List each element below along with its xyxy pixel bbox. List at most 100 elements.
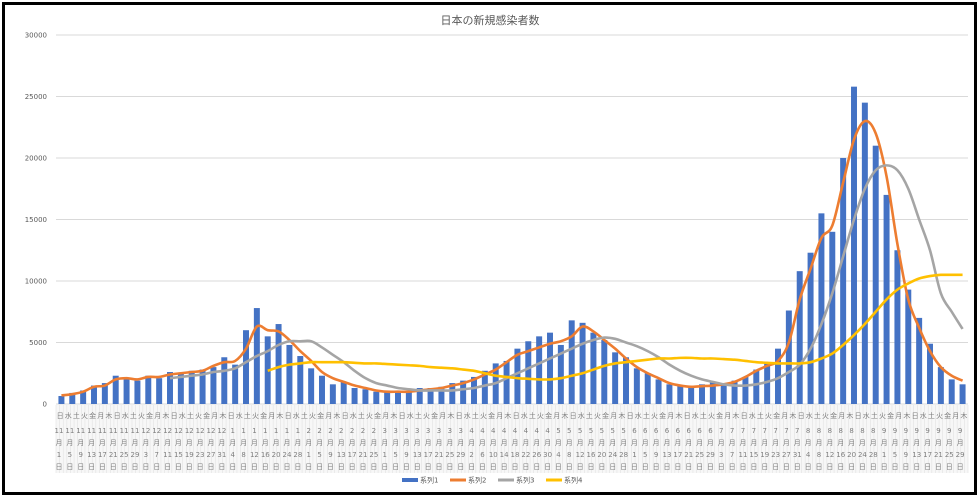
weekday-label: 土: [643, 411, 650, 420]
month-label: 8: [806, 427, 810, 435]
month-suffix: 月: [935, 439, 942, 447]
day-label: 17: [424, 451, 433, 459]
day-suffix: 日: [522, 463, 529, 471]
day-suffix: 日: [750, 463, 757, 471]
bar-系列1: [221, 357, 228, 404]
y-tick-label: 30000: [25, 32, 47, 40]
month-label: 4: [502, 427, 507, 435]
month-suffix: 月: [425, 439, 432, 447]
month-suffix: 月: [175, 439, 182, 447]
day-label: 17: [348, 451, 357, 459]
day-label: 19: [185, 451, 194, 459]
month-label: 4: [545, 427, 550, 435]
weekday-label: 日: [399, 412, 406, 420]
line-系列2: [61, 119, 964, 397]
bar-系列1: [547, 332, 553, 404]
month-label: 5: [600, 427, 604, 435]
bar-系列1: [156, 378, 163, 404]
month-label: 6: [686, 427, 691, 435]
day-suffix: 日: [620, 463, 627, 471]
day-label: 1: [632, 451, 636, 459]
bar-系列1: [91, 385, 97, 404]
day-label: 7: [154, 451, 158, 459]
bar-系列1: [796, 271, 803, 404]
month-label: 11: [65, 427, 74, 435]
month-label: 2: [361, 427, 365, 435]
month-label: 1: [263, 427, 267, 435]
bar-系列1: [894, 250, 901, 404]
weekday-label: 月: [154, 412, 161, 420]
month-label: 8: [849, 427, 853, 435]
day-suffix: 日: [240, 463, 247, 471]
day-label: 17: [923, 451, 932, 459]
weekday-label: 木: [561, 411, 568, 420]
month-suffix: 月: [848, 439, 855, 447]
bar-系列1: [525, 341, 532, 404]
day-suffix: 日: [392, 463, 399, 471]
bar-系列1: [177, 373, 184, 404]
day-label: 20: [847, 451, 856, 459]
bar-系列1: [905, 289, 912, 404]
day-label: 8: [241, 451, 245, 459]
weekday-label: 金: [146, 411, 153, 420]
month-label: 12: [174, 427, 183, 435]
month-suffix: 月: [218, 439, 225, 447]
weekday-label: 水: [635, 411, 642, 420]
bar-系列1: [764, 363, 771, 404]
weekday-label: 水: [236, 411, 243, 420]
month-suffix: 月: [674, 439, 681, 447]
day-suffix: 日: [740, 463, 747, 471]
day-label: 27: [782, 451, 791, 459]
month-label: 12: [196, 427, 205, 435]
month-label: 5: [621, 427, 625, 435]
bar-系列1: [514, 348, 521, 404]
month-label: 5: [556, 427, 560, 435]
day-label: 27: [207, 451, 216, 459]
bar-系列1: [58, 396, 65, 404]
day-suffix: 日: [870, 463, 877, 471]
bar-系列1: [199, 369, 206, 404]
bar-系列1: [123, 379, 130, 404]
month-label: 2: [372, 427, 376, 435]
weekday-label: 木: [276, 411, 283, 420]
day-suffix: 日: [197, 463, 204, 471]
weekday-label: 火: [651, 412, 658, 420]
day-label: 9: [904, 451, 908, 459]
bar-系列1: [373, 391, 380, 404]
weekday-label: 日: [171, 412, 178, 420]
bar-系列1: [384, 391, 391, 404]
month-suffix: 月: [740, 439, 747, 447]
day-suffix: 日: [381, 463, 388, 471]
weekday-label: 土: [700, 411, 707, 420]
month-label: 8: [860, 427, 864, 435]
y-tick-label: 25000: [25, 93, 47, 101]
bar-系列1: [851, 86, 857, 404]
month-label: 4: [480, 427, 485, 435]
month-label: 6: [665, 427, 670, 435]
day-label: 1: [306, 451, 310, 459]
month-suffix: 月: [349, 439, 356, 447]
day-suffix: 日: [512, 463, 519, 471]
bar-系列1: [243, 330, 249, 404]
weekday-label: 木: [846, 411, 853, 420]
day-label: 21: [684, 451, 693, 459]
day-suffix: 日: [577, 463, 584, 471]
month-suffix: 月: [924, 439, 931, 447]
day-suffix: 日: [761, 463, 768, 471]
day-label: 20: [272, 451, 281, 459]
day-label: 14: [500, 451, 509, 459]
month-label: 12: [185, 427, 194, 435]
bar-系列1: [709, 381, 716, 404]
month-label: 6: [654, 427, 659, 435]
legend-label: 系列3: [516, 476, 534, 485]
month-suffix: 月: [783, 439, 790, 447]
weekday-label: 金: [944, 411, 951, 420]
month-suffix: 月: [305, 439, 312, 447]
bar-系列1: [362, 389, 369, 404]
month-suffix: 月: [153, 439, 160, 447]
month-label: 3: [437, 427, 441, 435]
month-label: 7: [784, 427, 788, 435]
month-label: 4: [491, 427, 496, 435]
day-suffix: 日: [425, 463, 432, 471]
month-suffix: 月: [436, 439, 443, 447]
